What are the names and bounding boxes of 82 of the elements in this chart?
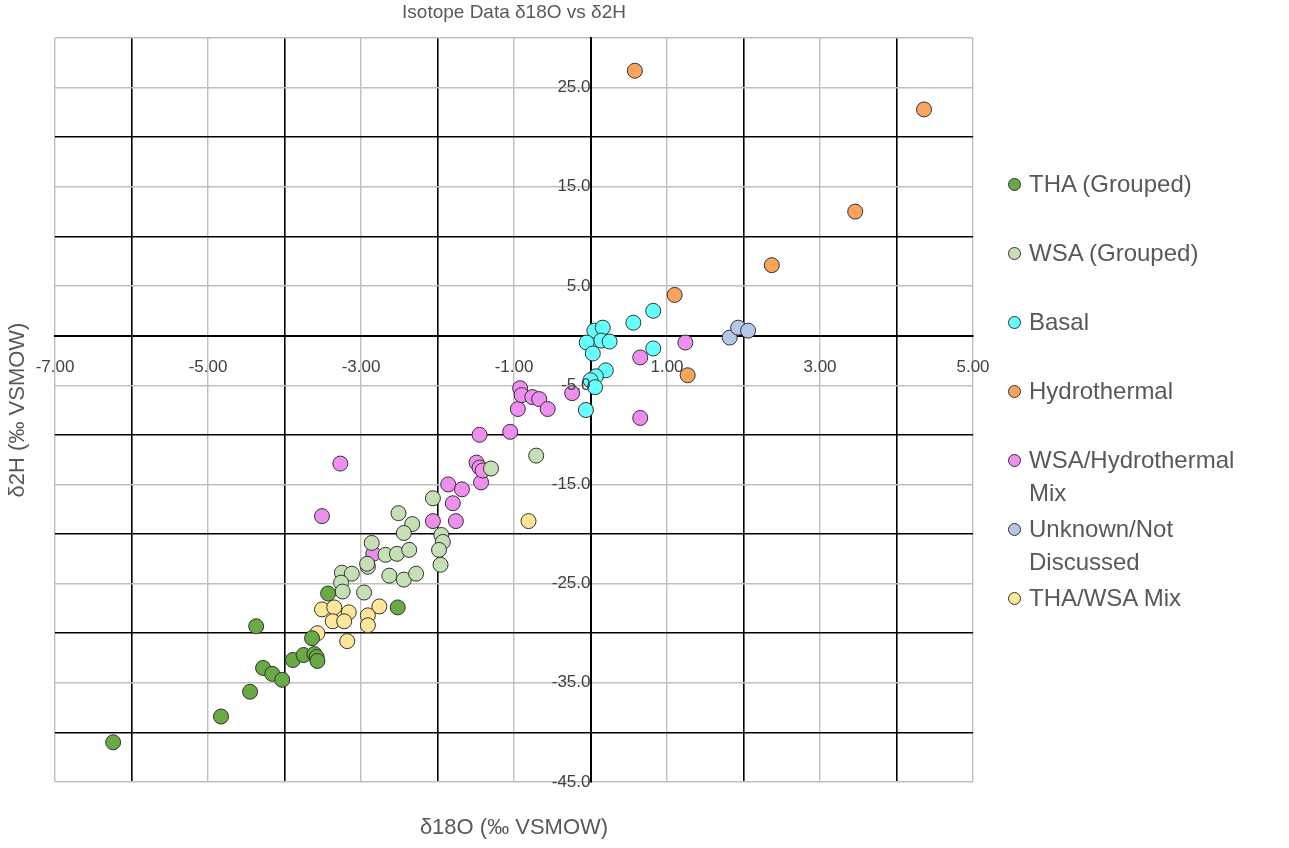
legend-label: WSA (Grouped) — [1029, 238, 1199, 268]
point — [594, 319, 611, 336]
legend-label: THA (Grouped) — [1029, 169, 1192, 199]
x-tick-label: 1.00 — [650, 357, 684, 377]
y-tick-label: 5.0 — [566, 275, 591, 295]
y-tick-label: -45.0 — [551, 771, 591, 791]
point — [356, 584, 373, 601]
point — [432, 556, 449, 573]
point — [395, 525, 412, 542]
x-tick-label: -3.00 — [341, 357, 381, 377]
point — [601, 333, 618, 350]
point — [242, 683, 259, 700]
point — [632, 409, 649, 426]
point — [408, 565, 425, 582]
point — [371, 598, 388, 615]
point — [763, 257, 780, 274]
legend-label: THA/WSA Mix — [1029, 583, 1182, 613]
point — [444, 495, 461, 512]
y-axis-title: δ2H (‰ VSMOW) — [4, 322, 30, 498]
point — [447, 513, 464, 530]
y-tick-label: 25.0 — [557, 77, 591, 97]
point — [528, 447, 545, 464]
x-tick-label: 3.00 — [803, 357, 837, 377]
point — [520, 513, 537, 530]
point — [332, 455, 349, 472]
point — [666, 286, 683, 303]
point — [304, 630, 321, 647]
point — [677, 334, 694, 351]
point — [326, 599, 343, 616]
point — [390, 505, 407, 522]
point — [740, 322, 757, 339]
point — [471, 426, 488, 443]
point — [847, 203, 864, 220]
point — [509, 401, 526, 418]
legend-label: WSA/Hydrothermal Mix — [1029, 445, 1236, 508]
point — [431, 541, 448, 558]
y-tick-label: 15.0 — [557, 176, 591, 196]
point — [274, 671, 291, 688]
point — [336, 613, 353, 630]
point — [539, 401, 556, 418]
chart-title: Isotope Data δ18O vs δ2H — [402, 1, 626, 23]
point — [440, 476, 457, 493]
point — [721, 329, 738, 346]
point — [453, 481, 470, 498]
y-tick-label: -25.0 — [551, 573, 591, 593]
point — [645, 302, 662, 319]
point — [916, 101, 933, 118]
point — [213, 708, 230, 725]
legend-label: Unknown/Not Discussed — [1029, 514, 1175, 577]
legend-label: Basal — [1029, 307, 1090, 337]
point — [389, 599, 406, 616]
point — [626, 62, 643, 79]
x-tick-label: 5.00 — [956, 357, 990, 377]
point — [395, 571, 412, 588]
point — [359, 617, 376, 634]
point — [313, 508, 330, 525]
point — [632, 349, 649, 366]
point — [625, 314, 642, 331]
point — [248, 618, 265, 635]
point — [645, 340, 662, 357]
x-tick-label: -5.00 — [188, 357, 228, 377]
point — [577, 402, 594, 418]
y-tick-label: -15.0 — [551, 474, 591, 494]
point — [502, 423, 519, 440]
legend-label: Hydrothermal — [1029, 376, 1174, 406]
point — [584, 345, 601, 362]
point — [381, 567, 398, 584]
point — [339, 633, 356, 650]
point — [105, 734, 122, 751]
point — [401, 541, 418, 558]
point — [424, 513, 441, 530]
point — [483, 460, 500, 477]
y-tick-label: -35.0 — [551, 672, 591, 692]
point — [320, 585, 337, 602]
point — [343, 565, 360, 582]
x-tick-label: -1.00 — [494, 357, 534, 377]
x-axis-title: δ18O (‰ VSMOW) — [419, 814, 609, 840]
point — [424, 490, 441, 507]
point — [388, 545, 405, 562]
point — [334, 583, 351, 600]
point — [363, 534, 380, 551]
x-tick-label: -7.00 — [35, 357, 75, 377]
